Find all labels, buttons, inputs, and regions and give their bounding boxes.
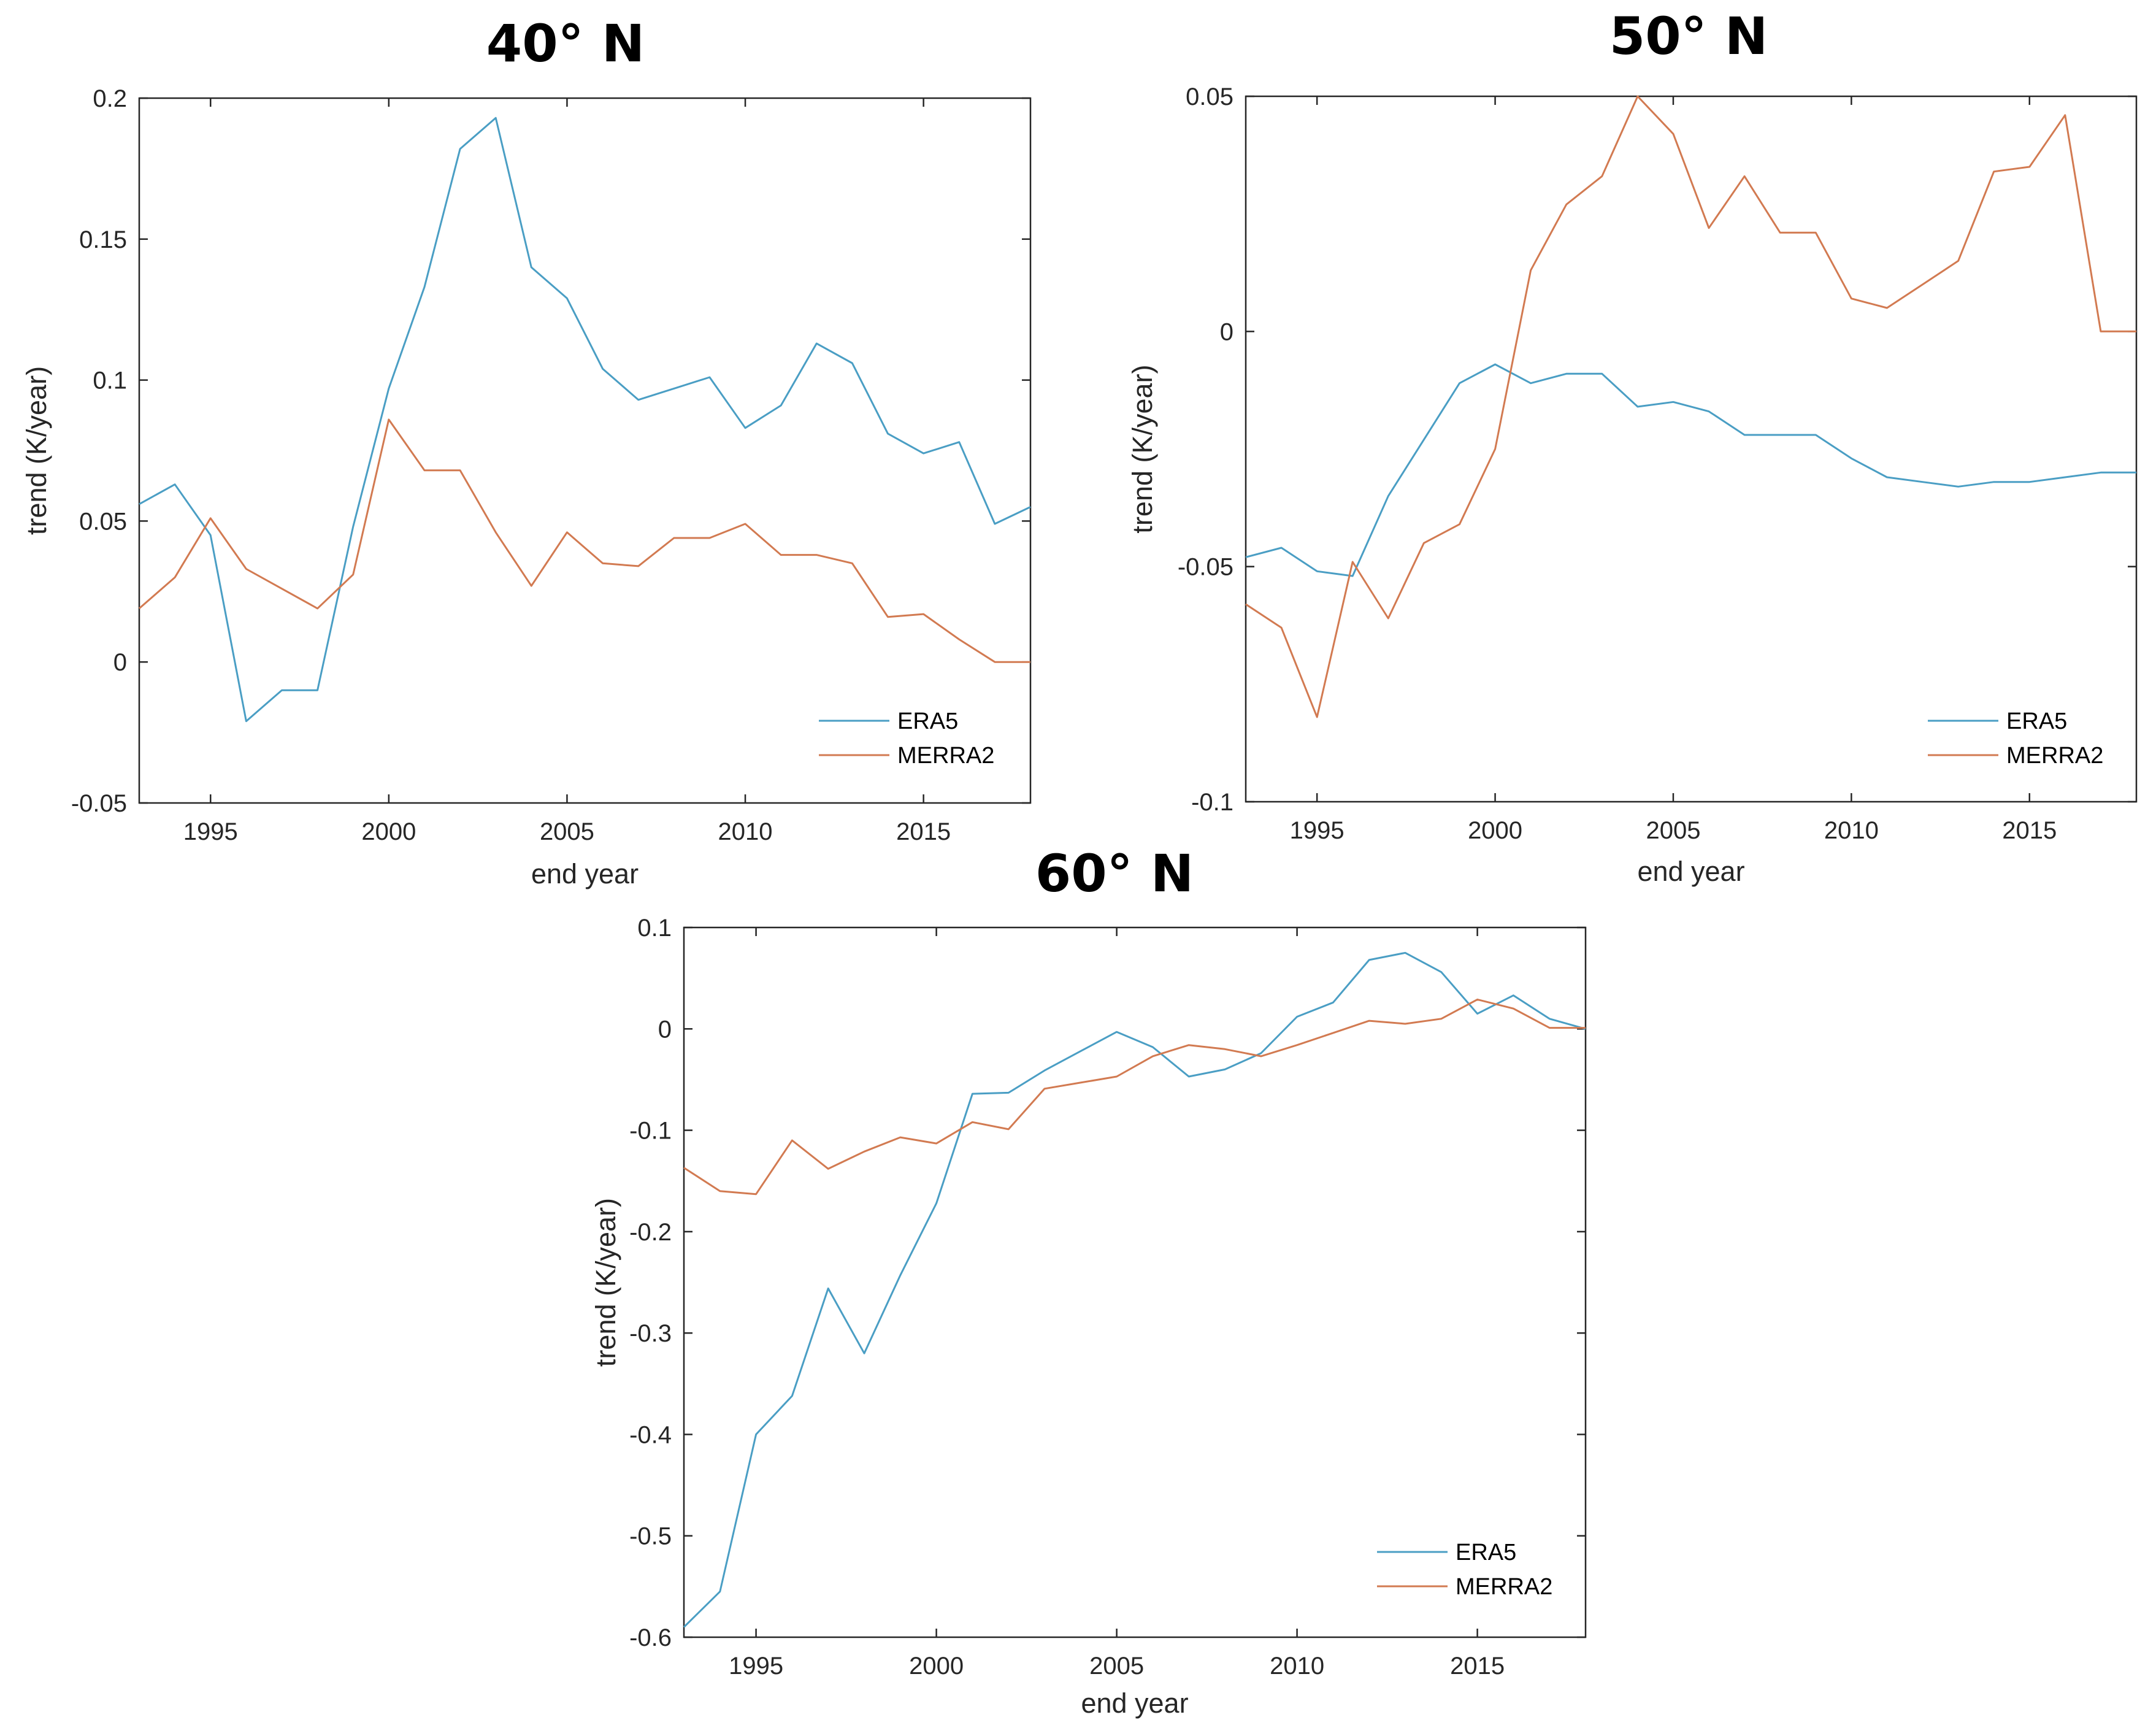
x-tick-label: 1995 <box>729 1653 783 1680</box>
x-tick-label: 2015 <box>896 818 951 845</box>
x-tick-label: 1995 <box>1290 817 1345 844</box>
y-tick-label: 0.2 <box>93 85 127 112</box>
legend-label-merra2: MERRA2 <box>897 743 994 769</box>
series-line-era5 <box>683 951 1586 1628</box>
legend-label-era5: ERA5 <box>2006 708 2067 734</box>
y-tick-label: -0.3 <box>629 1320 672 1347</box>
y-tick-label: -0.05 <box>1178 554 1233 581</box>
chart-title: 40° N <box>486 13 645 74</box>
y-tick-label: -0.1 <box>1191 789 1233 816</box>
chart-panel-40n: 40° N 1995 2000 2005 2010 2015 -0.05 0 0.05 0.1 0.… <box>21 13 1032 889</box>
y-tick-label: -0.4 <box>629 1421 672 1448</box>
y-tick-label: 0 <box>658 1016 672 1043</box>
y-tick-label: 0 <box>113 649 127 676</box>
series-line-merra2 <box>1245 95 2136 718</box>
chart-panel-50n: 50° N 1995 2000 2005 2010 2015 -0.1 -0.05 0 0.05 e… <box>1127 6 2138 887</box>
y-tick-label: 0.1 <box>93 367 127 394</box>
plot-frame <box>138 97 1032 804</box>
y-tick-label: -0.5 <box>629 1523 672 1550</box>
x-tick-label: 2010 <box>1824 817 1879 844</box>
series-line-era5 <box>1245 363 2136 577</box>
y-tick-label: -0.1 <box>629 1118 672 1145</box>
chart-title: 50° N <box>1609 6 1768 66</box>
x-tick-label: 2000 <box>361 818 416 845</box>
x-tick-label: 2000 <box>909 1653 964 1680</box>
y-tick-label: 0 <box>1220 318 1233 345</box>
legend-label-era5: ERA5 <box>1456 1540 1516 1565</box>
x-tick-label: 2005 <box>540 818 594 845</box>
y-tick-label: 0.05 <box>79 508 127 535</box>
y-tick-label: 0.05 <box>1186 83 1233 110</box>
y-axis-label: trend (K/year) <box>1127 364 1158 533</box>
y-axis-label: trend (K/year) <box>21 366 52 535</box>
legend-label-era5: ERA5 <box>897 708 958 734</box>
plot-frame <box>1245 95 2138 803</box>
legend-label-merra2: MERRA2 <box>2006 743 2103 769</box>
x-axis-label: end year <box>1637 856 1744 887</box>
x-axis-label: end year <box>531 858 639 889</box>
x-tick-label: 1995 <box>183 818 238 845</box>
plot-frame <box>683 926 1587 1638</box>
y-tick-label: -0.2 <box>629 1219 672 1246</box>
chart-panel-60n: 60° N 1995 2000 2005 2010 2015 -0.6 -0.5 -0.4 -0.… <box>590 843 1587 1719</box>
legend-label-merra2: MERRA2 <box>1456 1574 1552 1600</box>
x-tick-label: 2015 <box>1450 1653 1505 1680</box>
y-axis-label: trend (K/year) <box>590 1198 621 1367</box>
x-tick-label: 2000 <box>1468 817 1522 844</box>
x-tick-label: 2005 <box>1089 1653 1144 1680</box>
series-line-merra2 <box>683 998 1586 1196</box>
x-tick-label: 2015 <box>2002 817 2057 844</box>
series-line-era5 <box>139 117 1031 723</box>
y-tick-label: 0.1 <box>637 915 672 942</box>
x-tick-label: 2005 <box>1646 817 1700 844</box>
x-axis-label: end year <box>1081 1688 1188 1719</box>
y-tick-label: -0.6 <box>629 1624 672 1651</box>
y-tick-label: -0.05 <box>71 790 127 817</box>
y-tick-label: 0.15 <box>79 226 127 253</box>
series-line-merra2 <box>139 418 1030 663</box>
x-tick-label: 2010 <box>1270 1653 1324 1680</box>
chart-title: 60° N <box>1035 843 1194 904</box>
x-tick-label: 2010 <box>718 818 773 845</box>
